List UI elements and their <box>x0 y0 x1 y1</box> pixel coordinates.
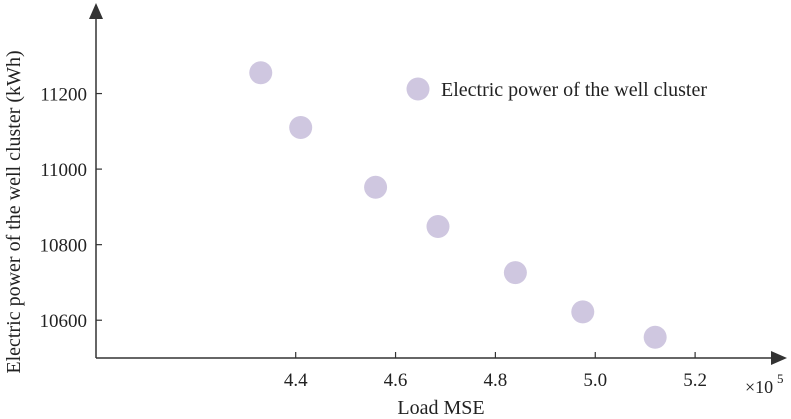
y-axis-arrow <box>89 3 103 19</box>
y-tick-label: 10600 <box>40 311 88 332</box>
data-point <box>289 116 313 140</box>
x-axis-arrow <box>771 351 787 365</box>
data-point <box>364 175 388 199</box>
x-axis-multiplier-base: ×10 <box>745 377 773 397</box>
x-axis-title: Load MSE <box>397 397 484 419</box>
x-ticks: 4.4 4.6 4.8 5.0 5.2 <box>284 352 707 391</box>
legend-label: Electric power of the well cluster <box>441 79 707 101</box>
x-tick-label: 4.6 <box>384 370 408 391</box>
data-point <box>503 261 527 285</box>
y-ticks: 10600 10800 11000 11200 <box>40 85 102 332</box>
y-tick-label: 10800 <box>40 236 88 257</box>
data-point <box>249 61 273 85</box>
data-point <box>571 300 595 324</box>
data-point <box>426 215 450 239</box>
y-axis-title: Electric power of the well cluster (kWh) <box>3 50 25 373</box>
x-tick-label: 4.8 <box>484 370 508 391</box>
data-points <box>249 61 667 349</box>
legend: Electric power of the well cluster <box>406 77 707 101</box>
x-axis-multiplier-exponent: 5 <box>777 371 784 386</box>
legend-marker <box>406 77 430 101</box>
y-tick-label: 11000 <box>40 160 87 181</box>
y-tick-label: 11200 <box>40 85 87 106</box>
axes <box>89 3 787 365</box>
x-tick-label: 5.0 <box>583 370 607 391</box>
data-point <box>643 325 667 349</box>
x-axis-multiplier: ×10 5 <box>745 371 784 397</box>
x-tick-label: 4.4 <box>284 370 308 391</box>
x-tick-label: 5.2 <box>683 370 707 391</box>
